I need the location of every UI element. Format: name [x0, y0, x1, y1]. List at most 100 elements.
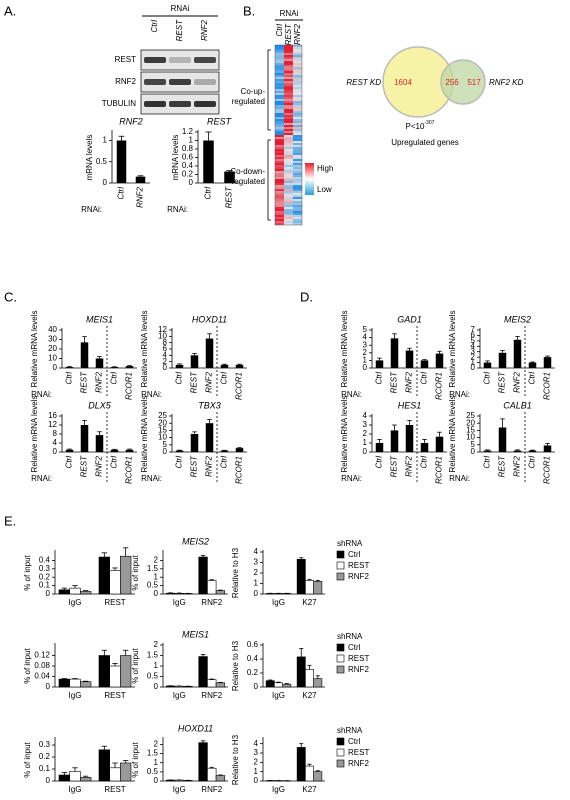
y-tick-label: 10: [158, 331, 167, 340]
y-axis-label: Relative to H3: [231, 547, 240, 598]
y-axis-label: Relative to H3: [231, 640, 240, 691]
y-axis-label: Relative mRNA levels: [30, 396, 39, 473]
bar: [435, 436, 444, 452]
heatmap-cell: [284, 129, 293, 131]
heatmap-cell: [275, 45, 284, 47]
venn-caption: Upregulated genes: [391, 138, 459, 147]
y-tick-label: 0.2: [182, 170, 194, 179]
y-tick-label: 1.5: [147, 564, 159, 573]
y-tick-label: 12: [48, 420, 57, 429]
x-tick-label: REST: [190, 455, 199, 477]
bar: [513, 450, 522, 452]
lane-label: REST: [175, 19, 184, 41]
y-axis-label: % of input: [23, 741, 32, 777]
y-tick-label: 2: [363, 429, 368, 438]
heatmap-cell: [284, 151, 293, 153]
heatmap-cell: [293, 157, 302, 159]
chart-title: MEIS2: [182, 536, 209, 546]
heatmap-cell: [293, 79, 302, 81]
bar: [58, 678, 70, 688]
heatmap-cell: [284, 123, 293, 125]
x-tick-label: K27: [302, 598, 317, 607]
heatmap-cell: [284, 47, 293, 49]
y-tick-label: 1: [363, 356, 368, 365]
heatmap-cell: [275, 85, 284, 87]
heatmap-cell: [293, 57, 302, 59]
y-tick-label: 0: [46, 589, 51, 598]
x-tick-label: Ctrl: [110, 456, 119, 469]
heatmap-cell: [284, 179, 293, 181]
heatmap-cell: [284, 63, 293, 65]
bar: [110, 367, 119, 368]
y-tick-label: 4: [363, 411, 368, 420]
venn-count: 517: [467, 78, 481, 87]
legend-title: shRNA: [337, 726, 363, 735]
x-tick-label: RNF2: [136, 186, 145, 207]
y-axis-label: mRNA levels: [85, 135, 94, 181]
bar: [98, 556, 110, 595]
y-tick-label: 1: [189, 136, 194, 145]
heatmap-cell: [275, 201, 284, 203]
heatmap-cell: [275, 171, 284, 173]
legend-swatch: [336, 643, 345, 652]
heatmap-cell: [284, 107, 293, 109]
x-tick-label: RCOR1: [435, 372, 444, 400]
heatmap-cell: [275, 169, 284, 171]
y-tick-label: 20: [48, 344, 57, 353]
heatmap-cell: [293, 53, 302, 55]
y-tick-label: 0.6: [247, 640, 259, 649]
bar: [313, 771, 323, 782]
x-tick-label: RNF2: [513, 455, 522, 476]
x-tick-label: Ctrl: [420, 372, 429, 385]
x-tick-label: Ctrl: [528, 456, 537, 469]
y-tick-label: 0: [53, 363, 58, 372]
x-tick-label: Ctrl: [375, 456, 384, 469]
panel-label: E.: [4, 513, 16, 528]
x-tick-label: Ctrl: [175, 372, 184, 385]
x-tick-label: IgG: [173, 691, 186, 700]
y-tick-label: 10: [48, 354, 57, 363]
heatmap-cell: [275, 223, 284, 225]
heatmap-cell: [284, 205, 293, 207]
group-label: Co-down-: [230, 167, 265, 176]
x-tick-label: REST: [390, 371, 399, 393]
y-axis-label: % of input: [131, 647, 140, 683]
heatmap-cell: [284, 169, 293, 171]
x-tick-label: IgG: [69, 598, 82, 607]
heatmap-cell: [275, 89, 284, 91]
heatmap-cell: [275, 139, 284, 141]
bar: [274, 682, 283, 688]
heatmap-cell: [284, 145, 293, 147]
y-tick-label: 15: [158, 426, 167, 435]
heatmap-cell: [284, 65, 293, 67]
p-exponent: -307: [424, 120, 434, 126]
x-tick-label: REST: [225, 186, 234, 208]
y-tick-label: 2: [363, 348, 368, 357]
x-tick-label: IgG: [173, 598, 186, 607]
x-tick-label: RNF2: [205, 371, 214, 392]
y-tick-label: 4: [471, 341, 476, 350]
heatmap-cell: [275, 111, 284, 113]
bar: [174, 593, 184, 595]
x-axis-label: RNAi:: [167, 205, 188, 214]
heatmap-cell: [275, 155, 284, 157]
bar: [405, 425, 414, 452]
heatmap-column-label: REST: [284, 23, 293, 45]
legend-label: RNF2: [348, 759, 369, 768]
y-tick-label: 0.1: [39, 581, 51, 590]
bar: [58, 589, 70, 595]
x-tick-label: RNF2: [405, 455, 414, 476]
heatmap-cell: [293, 177, 302, 179]
y-tick-label: 3: [363, 420, 368, 429]
heatmap-cell: [284, 115, 293, 117]
heatmap-cell: [275, 217, 284, 219]
bar: [80, 591, 92, 595]
heatmap-cell: [275, 143, 284, 145]
venn-count: 256: [445, 78, 459, 87]
heatmap-cell: [293, 167, 302, 169]
heatmap-cell: [284, 95, 293, 97]
blot-row-label: REST: [115, 55, 136, 64]
heatmap-cell: [275, 57, 284, 59]
heatmap-cell: [293, 107, 302, 109]
y-tick-label: 4: [363, 333, 368, 342]
